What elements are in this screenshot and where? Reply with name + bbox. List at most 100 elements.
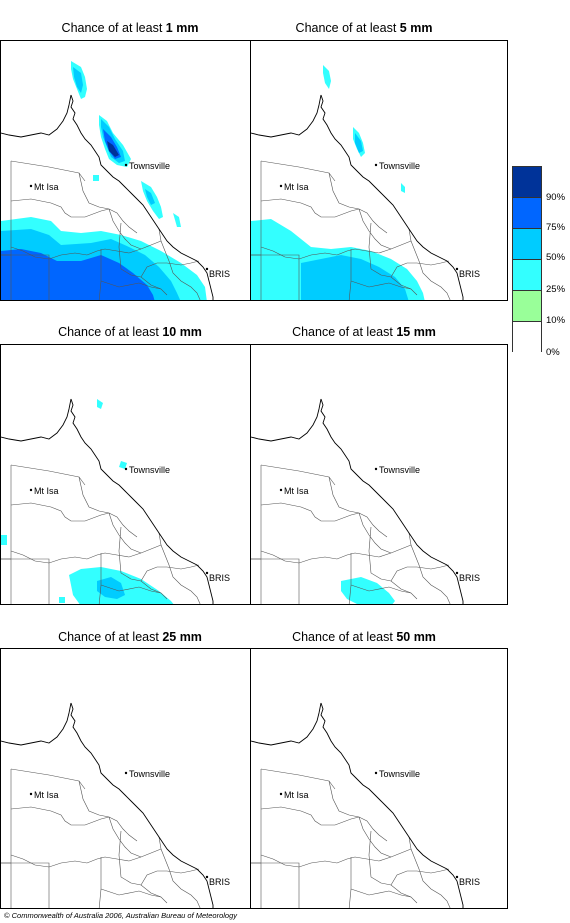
- legend-label-75: 75%: [546, 222, 566, 233]
- district-border: [100, 280, 162, 290]
- coastline: [320, 398, 464, 604]
- place-label-bris: BRIS: [459, 877, 480, 887]
- district-border: [108, 816, 142, 858]
- rain-probability-area: [145, 189, 155, 205]
- place-label-townsville: Townsville: [379, 161, 420, 171]
- rain-probability-area: [73, 67, 83, 93]
- place-marker-bris: [455, 267, 459, 271]
- district-border: [260, 848, 412, 868]
- district-border: [350, 584, 412, 594]
- place-marker-townsville: [374, 467, 378, 471]
- district-border: [78, 780, 138, 842]
- coastline: [251, 702, 322, 746]
- map-svg: Townsville Mt Isa BRIS: [1, 61, 230, 300]
- district-border: [408, 532, 451, 604]
- district-border: [348, 857, 352, 908]
- district-border: [10, 502, 110, 522]
- place-marker-townsville: [374, 771, 378, 775]
- coastline: [1, 94, 72, 138]
- district-border: [158, 228, 201, 300]
- rain-probability-area: [1, 535, 7, 545]
- district-border: [260, 198, 360, 218]
- district-border: [140, 260, 200, 278]
- district-border: [390, 260, 450, 278]
- panel-title-50mm: Chance of at least 50 mm: [292, 630, 436, 644]
- district-border: [350, 280, 412, 290]
- panel-title-15mm: Chance of at least 15 mm: [292, 325, 436, 339]
- rain-probability-area: [97, 577, 125, 599]
- state-border: [1, 862, 50, 908]
- district-border: [260, 806, 360, 826]
- district-border: [10, 544, 162, 564]
- district-border: [158, 532, 201, 604]
- district-border: [78, 476, 138, 538]
- rain-probability-area: [1, 249, 155, 300]
- rain-probability-area: [107, 141, 119, 157]
- rain-probability-area: [355, 133, 363, 153]
- state-border: [251, 558, 300, 604]
- place-label-mt-isa: Mt Isa: [34, 790, 59, 800]
- coastline: [251, 398, 322, 442]
- place-marker-townsville: [124, 163, 128, 167]
- map-svg: Townsville Mt Isa BRIS: [1, 702, 230, 908]
- place-marker-townsville: [124, 467, 128, 471]
- district-border: [140, 564, 200, 582]
- rain-probability-area: [301, 255, 409, 300]
- legend-swatch-10: [512, 290, 542, 321]
- rain-probability-area: [119, 461, 127, 469]
- district-border: [390, 564, 450, 582]
- district-border: [10, 240, 162, 260]
- district-border: [100, 888, 162, 898]
- legend-label-50: 50%: [546, 252, 566, 263]
- map-svg: Townsville Mt Isa BRIS: [1, 398, 230, 604]
- legend-swatch-50: [512, 228, 542, 259]
- district-border: [100, 584, 162, 594]
- panel-title-5mm: Chance of at least 5 mm: [295, 21, 433, 35]
- legend-swatch-0: [512, 321, 542, 352]
- place-marker-townsville: [124, 771, 128, 775]
- district-border: [78, 172, 138, 234]
- place-label-townsville: Townsville: [379, 769, 420, 779]
- rain-probability-area: [401, 183, 405, 193]
- district-border: [118, 222, 168, 296]
- district-border: [158, 836, 201, 908]
- coastline: [70, 94, 214, 300]
- district-border: [118, 526, 168, 600]
- district-border: [358, 512, 392, 554]
- map-svg: Townsville Mt Isa BRIS: [251, 702, 480, 908]
- place-label-bris: BRIS: [209, 573, 230, 583]
- coastline: [320, 94, 464, 300]
- district-border: [10, 464, 86, 486]
- place-label-bris: BRIS: [209, 269, 230, 279]
- panel-title-1mm: Chance of at least 1 mm: [61, 21, 199, 35]
- copyright-notice: © Commonwealth of Australia 2006, Austra…: [4, 911, 238, 920]
- panel-title-25mm: Chance of at least 25 mm: [58, 630, 202, 644]
- district-border: [10, 160, 86, 182]
- coastline: [251, 94, 322, 138]
- place-label-mt-isa: Mt Isa: [284, 790, 309, 800]
- rain-probability-area: [93, 175, 99, 181]
- legend-swatch-90: [512, 166, 542, 197]
- coastline: [320, 702, 464, 908]
- place-label-bris: BRIS: [459, 269, 480, 279]
- map-svg: Townsville Mt Isa BRIS: [251, 398, 480, 604]
- probability-legend: 90% 75% 50% 25% 10% 0%: [512, 166, 565, 358]
- district-border: [368, 526, 418, 600]
- district-border: [10, 198, 110, 218]
- coastline: [70, 398, 214, 604]
- district-border: [140, 868, 200, 886]
- district-border: [260, 240, 412, 260]
- coastline: [70, 702, 214, 908]
- district-border: [10, 806, 110, 826]
- district-border: [98, 857, 102, 908]
- district-border: [260, 160, 336, 182]
- state-border: [1, 558, 50, 604]
- place-marker-townsville: [374, 163, 378, 167]
- rain-probability-area: [59, 597, 65, 603]
- place-marker-bris: [205, 875, 209, 879]
- state-border: [251, 254, 300, 300]
- legend-swatch-25: [512, 259, 542, 290]
- place-label-townsville: Townsville: [129, 769, 170, 779]
- coastline: [1, 398, 72, 442]
- map-panel-50mm: Townsville Mt Isa BRIS: [250, 648, 508, 909]
